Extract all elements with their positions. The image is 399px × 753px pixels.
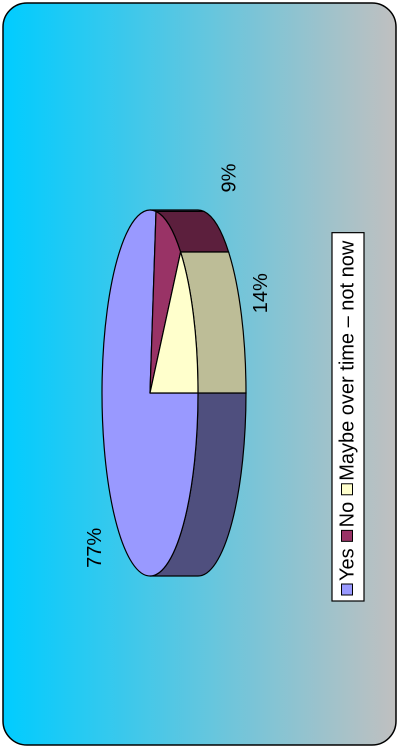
pie-slice-maybe <box>149 251 199 394</box>
legend-label-maybe: Maybe over time – not now <box>336 240 358 481</box>
legend: Yes No Maybe over time – not now <box>331 232 365 602</box>
legend-label-yes: Yes <box>336 548 358 581</box>
data-label-yes: 77% <box>84 528 106 568</box>
legend-swatch-maybe <box>341 483 353 496</box>
legend-frame <box>331 232 365 602</box>
pie-slice-yes <box>101 209 199 577</box>
pie-plot-area <box>101 209 247 577</box>
legend-swatch-no <box>341 529 353 542</box>
legend-label-no: No <box>336 502 358 528</box>
data-label-maybe: 14% <box>250 273 272 313</box>
legend-swatch-yes <box>341 583 353 596</box>
data-label-no: 9% <box>219 163 241 192</box>
data-labels: 77% 9% 14% <box>84 163 272 568</box>
pie-slice-no <box>149 210 182 394</box>
